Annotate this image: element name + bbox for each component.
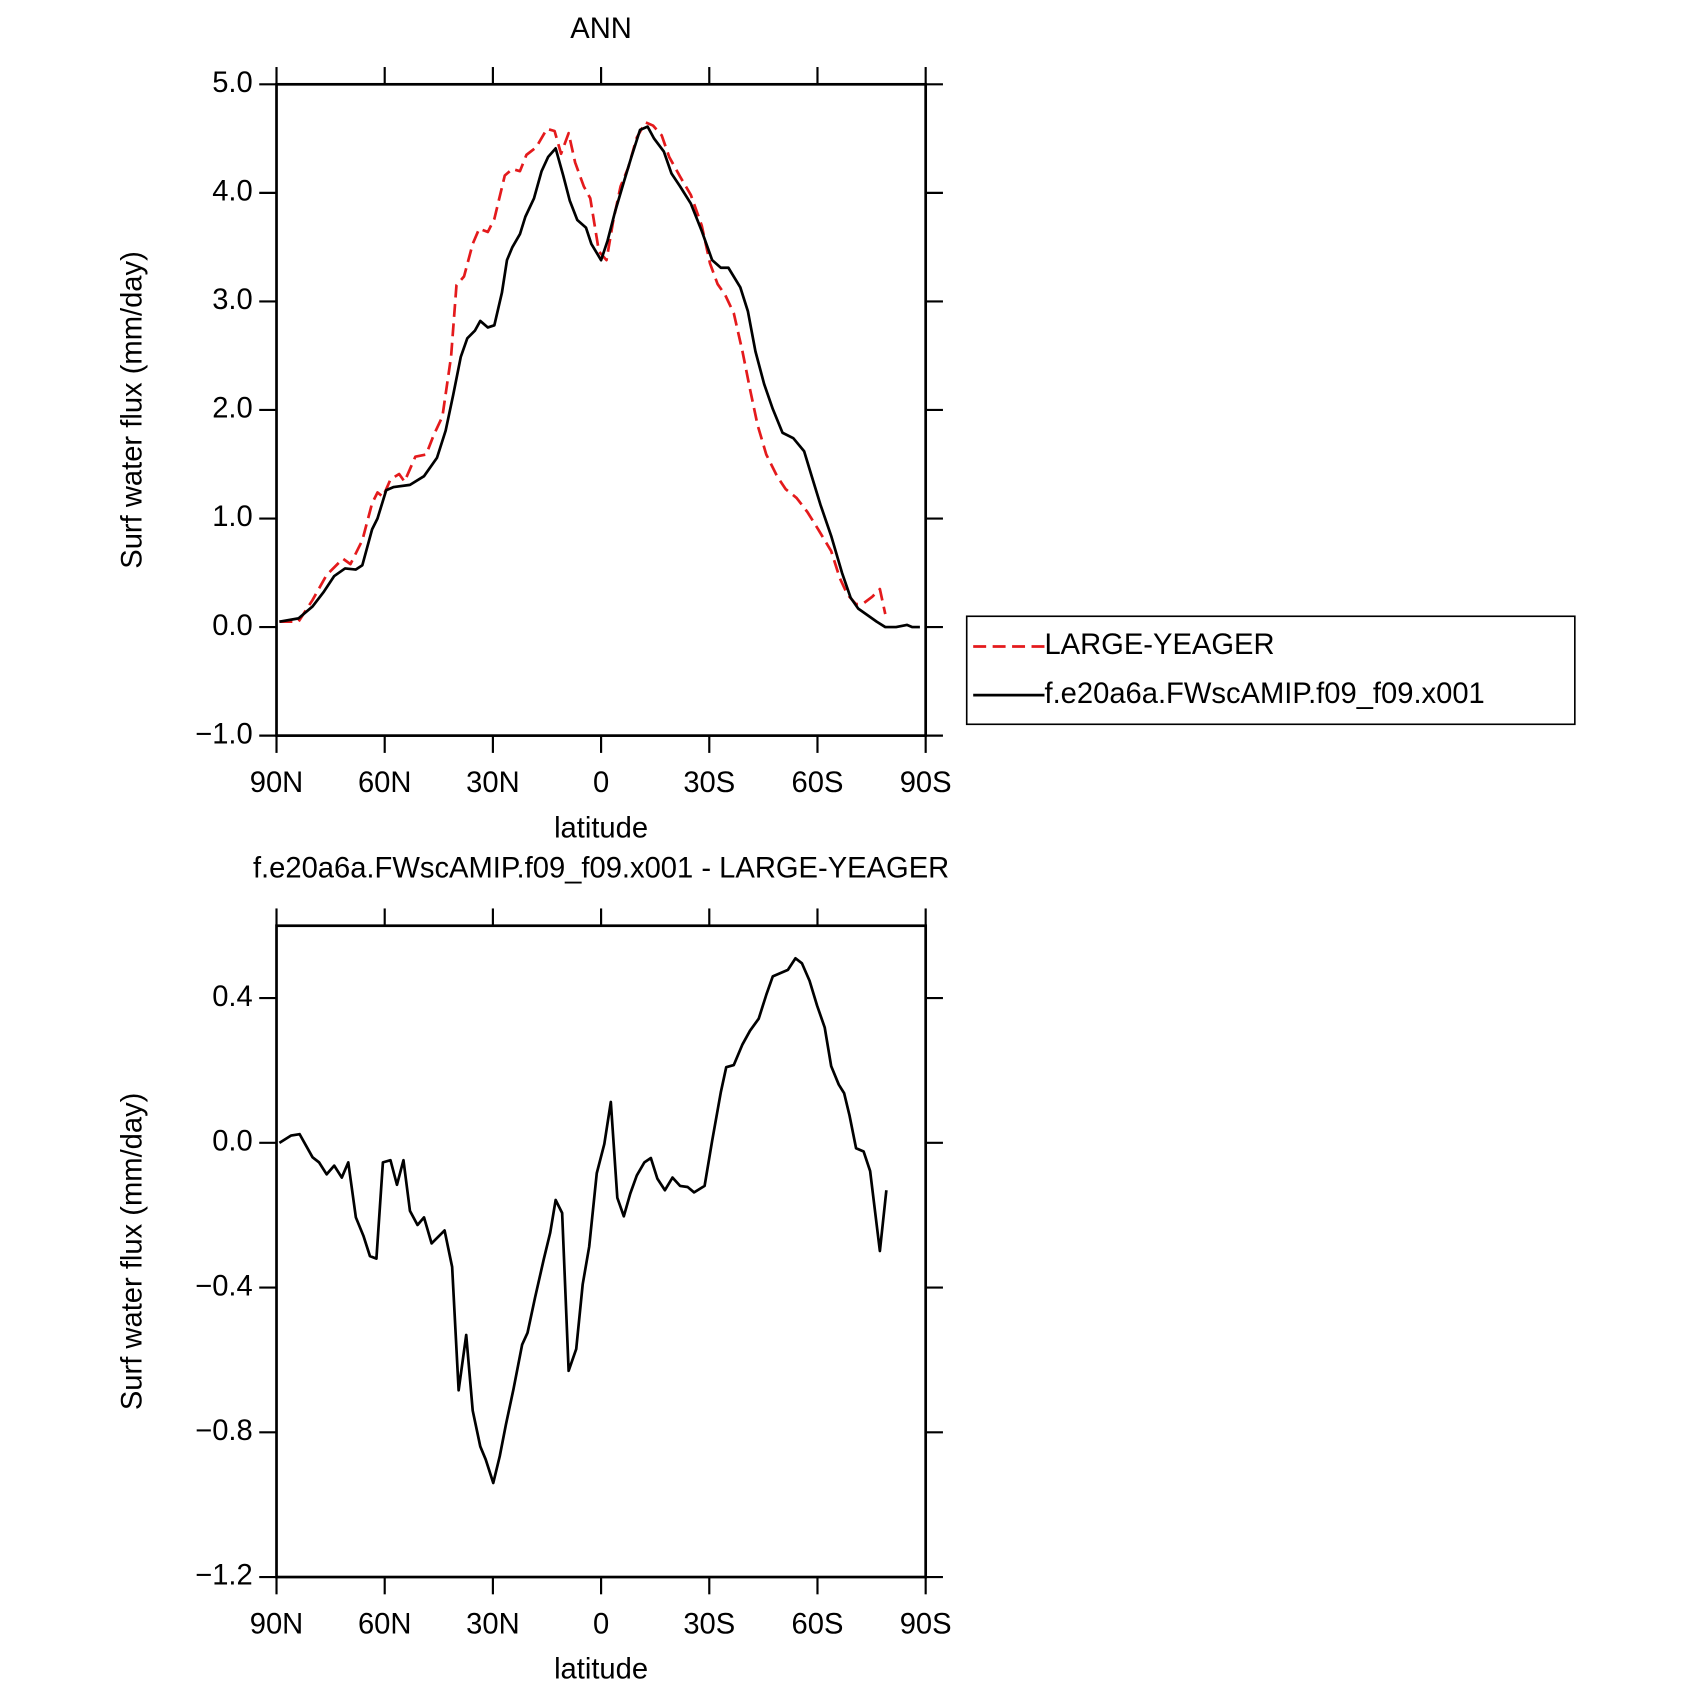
y-tick-label: 3.0 xyxy=(212,284,253,316)
y-tick-label: −0.4 xyxy=(195,1270,253,1302)
y-tick-label: 1.0 xyxy=(212,501,253,533)
y-tick-label: −1.0 xyxy=(195,718,253,750)
x-axis-label: latitude xyxy=(554,1654,648,1686)
y-tick-label: 2.0 xyxy=(212,393,253,425)
legend-label: LARGE-YEAGER xyxy=(1044,629,1274,661)
y-tick-label: 0.4 xyxy=(212,981,253,1013)
x-tick-label: 0 xyxy=(593,767,609,799)
x-tick-label: 90S xyxy=(900,1608,952,1640)
y-tick-label: −1.2 xyxy=(195,1560,253,1592)
x-tick-label: 60S xyxy=(792,1608,844,1640)
data-line xyxy=(278,956,888,1485)
y-tick-label: 5.0 xyxy=(212,67,253,99)
data-line xyxy=(279,125,920,629)
x-tick-label: 90S xyxy=(900,767,952,799)
chart-title: f.e20a6a.FWscAMIP.f09_f09.x001 - LARGE-Y… xyxy=(253,852,949,884)
plot-frame xyxy=(275,924,928,1579)
y-tick-label: 0.0 xyxy=(212,610,253,642)
y-tick-label: −0.8 xyxy=(195,1415,253,1447)
legend-box xyxy=(965,615,1576,726)
y-axis-label: Surf water flux (mm/day) xyxy=(117,251,149,569)
x-tick-label: 60N xyxy=(358,1608,412,1640)
x-tick-label: 30S xyxy=(683,1608,735,1640)
x-tick-label: 90N xyxy=(250,1608,304,1640)
x-axis-label: latitude xyxy=(554,812,648,844)
y-axis-label: Surf water flux (mm/day) xyxy=(117,1093,149,1411)
y-tick-label: 0.0 xyxy=(212,1126,253,1158)
chart-title: ANN xyxy=(570,13,632,45)
data-line xyxy=(279,120,887,624)
x-tick-label: 90N xyxy=(250,767,304,799)
x-tick-label: 60N xyxy=(358,767,412,799)
x-tick-label: 0 xyxy=(593,1608,609,1640)
x-tick-label: 30N xyxy=(466,767,520,799)
x-tick-label: 30S xyxy=(683,767,735,799)
x-tick-label: 30N xyxy=(466,1608,520,1640)
plot-frame xyxy=(275,82,928,737)
x-tick-label: 60S xyxy=(792,767,844,799)
legend-label: f.e20a6a.FWscAMIP.f09_f09.x001 xyxy=(1044,678,1484,710)
y-tick-label: 4.0 xyxy=(212,176,253,208)
